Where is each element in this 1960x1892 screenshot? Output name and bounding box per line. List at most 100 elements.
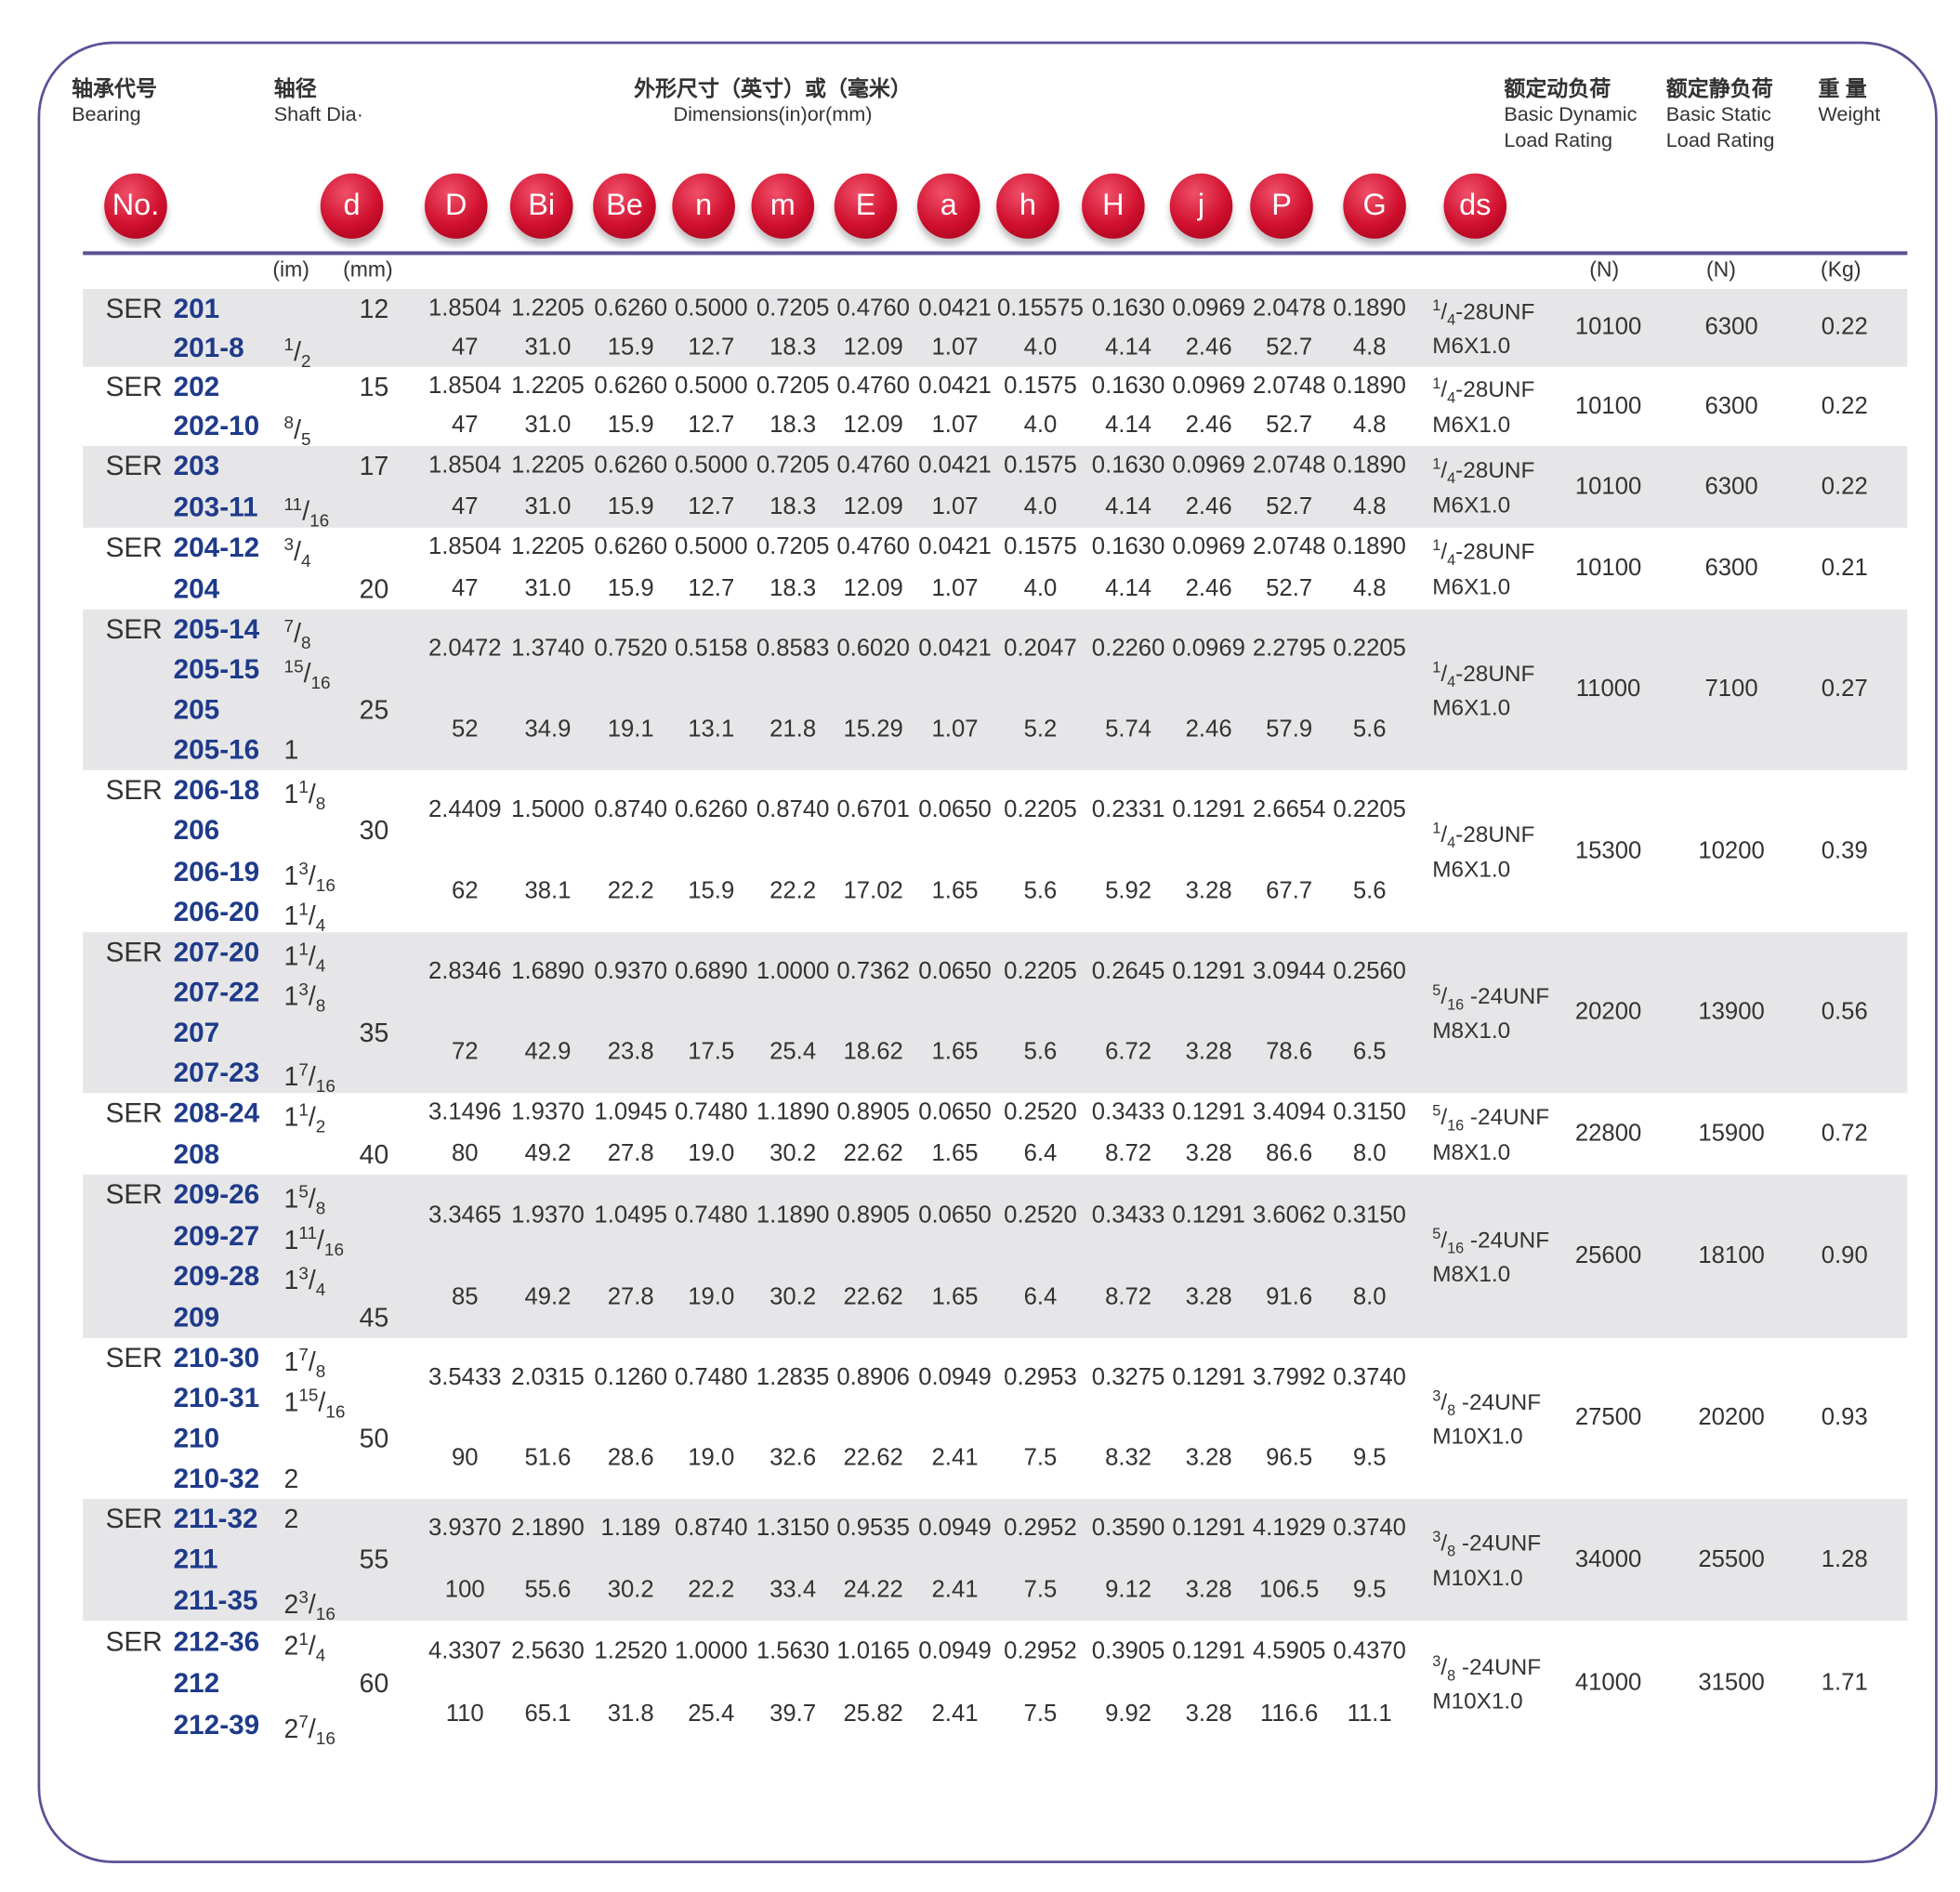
dim-mm-value: 5.6: [1352, 716, 1387, 743]
dim-mm-value: 19.0: [688, 1444, 735, 1472]
dim-mm-value: 12.7: [688, 412, 735, 440]
weight-kg: 0.72: [1821, 1120, 1868, 1147]
static-load: 6300: [1704, 314, 1758, 341]
dimension-inch-line: 3.1496 1.9370 1.0945 0.7480 1.1890 0.8905 0.06…: [422, 1096, 1427, 1131]
shaft-inch-den: 4: [315, 1644, 326, 1665]
dim-mm-value: 67.7: [1266, 877, 1313, 905]
dim-inch-value: 3.3465: [428, 1202, 502, 1228]
dimension-column: 2.4409 1.5000 0.8740 0.6260 0.8740 0.6701 0.06…: [422, 770, 1427, 932]
dimension-inch-line: 3.5433 2.0315 0.1260 0.7480 1.2835 0.8906 0.09…: [422, 1360, 1427, 1396]
dim-inch-value: 0.8740: [594, 796, 667, 823]
bearing-code: 210-32: [173, 1462, 260, 1494]
shaft-inch-num: 3: [298, 1263, 309, 1283]
bearing-line: 210-32 2: [83, 1460, 422, 1498]
bearing-group-row: SER 207-20 11/4 207-22 13/8 207 35 207-23 17/16 2…: [83, 932, 1908, 1097]
dim-inch-value: 0.6260: [594, 453, 667, 480]
dim-mm-value: 4.8: [1352, 333, 1387, 361]
dim-mm-value: 8.32: [1105, 1444, 1152, 1472]
dim-mm-value: 34.9: [524, 716, 572, 743]
dim-inch-value: 0.6260: [594, 295, 667, 322]
dim-inch-value: 2.0748: [1252, 533, 1326, 561]
bearing-code: 211-35: [173, 1583, 258, 1616]
header-static-cn: 额定静负荷: [1665, 76, 1773, 101]
dim-inch-value: 0.0421: [918, 295, 992, 322]
dim-inch-value: 0.8905: [836, 1099, 910, 1126]
dimension-mm-line: 90 51.6 28.6 19.0 32.6 22.62 2.41 7.5 8.32 3.28 96…: [422, 1441, 1427, 1477]
dim-inch-value: 0.9535: [836, 1515, 910, 1543]
series-prefix: SER: [105, 1341, 163, 1373]
dim-mm-value: 19.0: [688, 1283, 735, 1310]
dim-mm-value: 22.62: [843, 1444, 903, 1472]
dim-inch-value: 0.4760: [836, 453, 910, 480]
header-dimensions-cn: 外形尺寸（英寸）或（毫米）: [634, 76, 912, 101]
shaft-mm: 12: [359, 295, 389, 324]
shaft-mm: 45: [359, 1304, 389, 1334]
dim-inch-value: 2.8346: [428, 958, 502, 985]
shaft-inch-whole: 1: [283, 780, 299, 809]
unit-weight: (Kg): [1821, 257, 1861, 282]
shaft-inch-den: 2: [300, 349, 311, 371]
shaft-inch: 11/4: [283, 898, 326, 935]
shaft-inch-whole: 1: [283, 1226, 299, 1255]
dim-inch-value: 0.3905: [1091, 1638, 1165, 1665]
dim-inch-value: 1.5630: [756, 1638, 830, 1665]
dim-inch-value: 2.0748: [1252, 453, 1326, 480]
header-dynamic-en2: Load Rating: [1504, 130, 1613, 152]
dim-mm-value: 2.46: [1185, 412, 1232, 440]
dim-inch-value: 0.0650: [918, 1202, 992, 1228]
dim-mm-value: 7.5: [1023, 1444, 1058, 1472]
dim-inch-value: 1.0945: [594, 1099, 667, 1126]
dim-mm-value: 78.6: [1266, 1039, 1313, 1066]
ds-thread: 5/16 -24UNF M8X1.0: [1432, 1175, 1571, 1338]
ds-num: 1: [1432, 536, 1441, 555]
bearing-group-row: SER 212-36 21/4 212 60 212-39 27/16 4.3307 2.563…: [83, 1621, 1907, 1748]
dim-mm-value: 22.2: [770, 877, 817, 905]
dim-inch-value: 0.0650: [918, 1099, 992, 1126]
shaft-inch-den: 8: [315, 1198, 326, 1218]
dim-mm-value: 11.1: [1347, 1701, 1392, 1728]
dim-mm-value: 33.4: [770, 1576, 817, 1603]
bearing-column: SER 204-12 3/4 204 20: [83, 528, 422, 610]
shaft-inch-whole: 1: [283, 1103, 299, 1133]
bearing-group-row: SER 211-32 2 211 55 211-35 23/16 3.9370 2.1890 1.…: [83, 1498, 1908, 1623]
dim-mm-value: 12.09: [843, 574, 903, 602]
dim-inch-value: 0.6701: [836, 796, 910, 823]
dim-mm-value: 18.62: [843, 1039, 903, 1066]
dim-inch-value: 1.0495: [594, 1202, 667, 1228]
bearing-line: 203-11 11/16: [83, 489, 422, 530]
shaft-inch: 17/16: [283, 1058, 335, 1097]
dim-mm-value: 3.28: [1185, 1701, 1232, 1728]
bearing-code: 210-30: [173, 1341, 260, 1373]
series-prefix: SER: [105, 774, 163, 806]
dim-inch-value: 0.2560: [1333, 958, 1406, 985]
dim-mm-value: 7.5: [1023, 1701, 1058, 1728]
dim-mm-value: 8.0: [1352, 1140, 1387, 1167]
shaft-inch-den: 2: [315, 1116, 326, 1137]
bearing-line: 205-16 1: [83, 731, 422, 769]
dim-inch-value: 0.0969: [1172, 533, 1245, 561]
dim-inch-value: 0.0969: [1172, 373, 1245, 400]
ds-num: 5: [1432, 980, 1441, 999]
dim-mm-value: 25.82: [843, 1701, 903, 1728]
bearing-column: SER 202 15 202-10 8/5: [83, 367, 422, 450]
bearing-line: 204 20: [83, 570, 422, 608]
bearing-code: 207-20: [173, 936, 260, 968]
static-load: 31500: [1698, 1669, 1765, 1697]
shaft-inch: 11/2: [283, 1099, 326, 1137]
dim-mm-value: 52: [451, 716, 479, 743]
dim-mm-value: 47: [451, 493, 479, 520]
bearing-group-row: SER 209-26 15/8 209-27 111/16 209-28 13/4 209 45…: [83, 1175, 1908, 1338]
dim-mm-value: 17.5: [688, 1039, 735, 1066]
shaft-inch: 15/8: [283, 1181, 326, 1218]
dim-inch-value: 2.0748: [1252, 373, 1326, 400]
dim-inch-value: 0.1575: [1004, 453, 1077, 480]
bearing-code: 209-26: [173, 1178, 260, 1211]
dim-inch-value: 0.1291: [1172, 1099, 1245, 1126]
shaft-inch-num: 7: [298, 1711, 309, 1732]
dim-inch-value: 0.0421: [918, 533, 992, 561]
column-symbol-ball: ds: [1443, 173, 1507, 239]
dim-inch-value: 0.2520: [1004, 1202, 1077, 1228]
bearing-code: 206-19: [173, 855, 260, 887]
dim-mm-value: 25.4: [688, 1701, 735, 1728]
bearing-line: 206-20 11/4: [83, 893, 422, 935]
